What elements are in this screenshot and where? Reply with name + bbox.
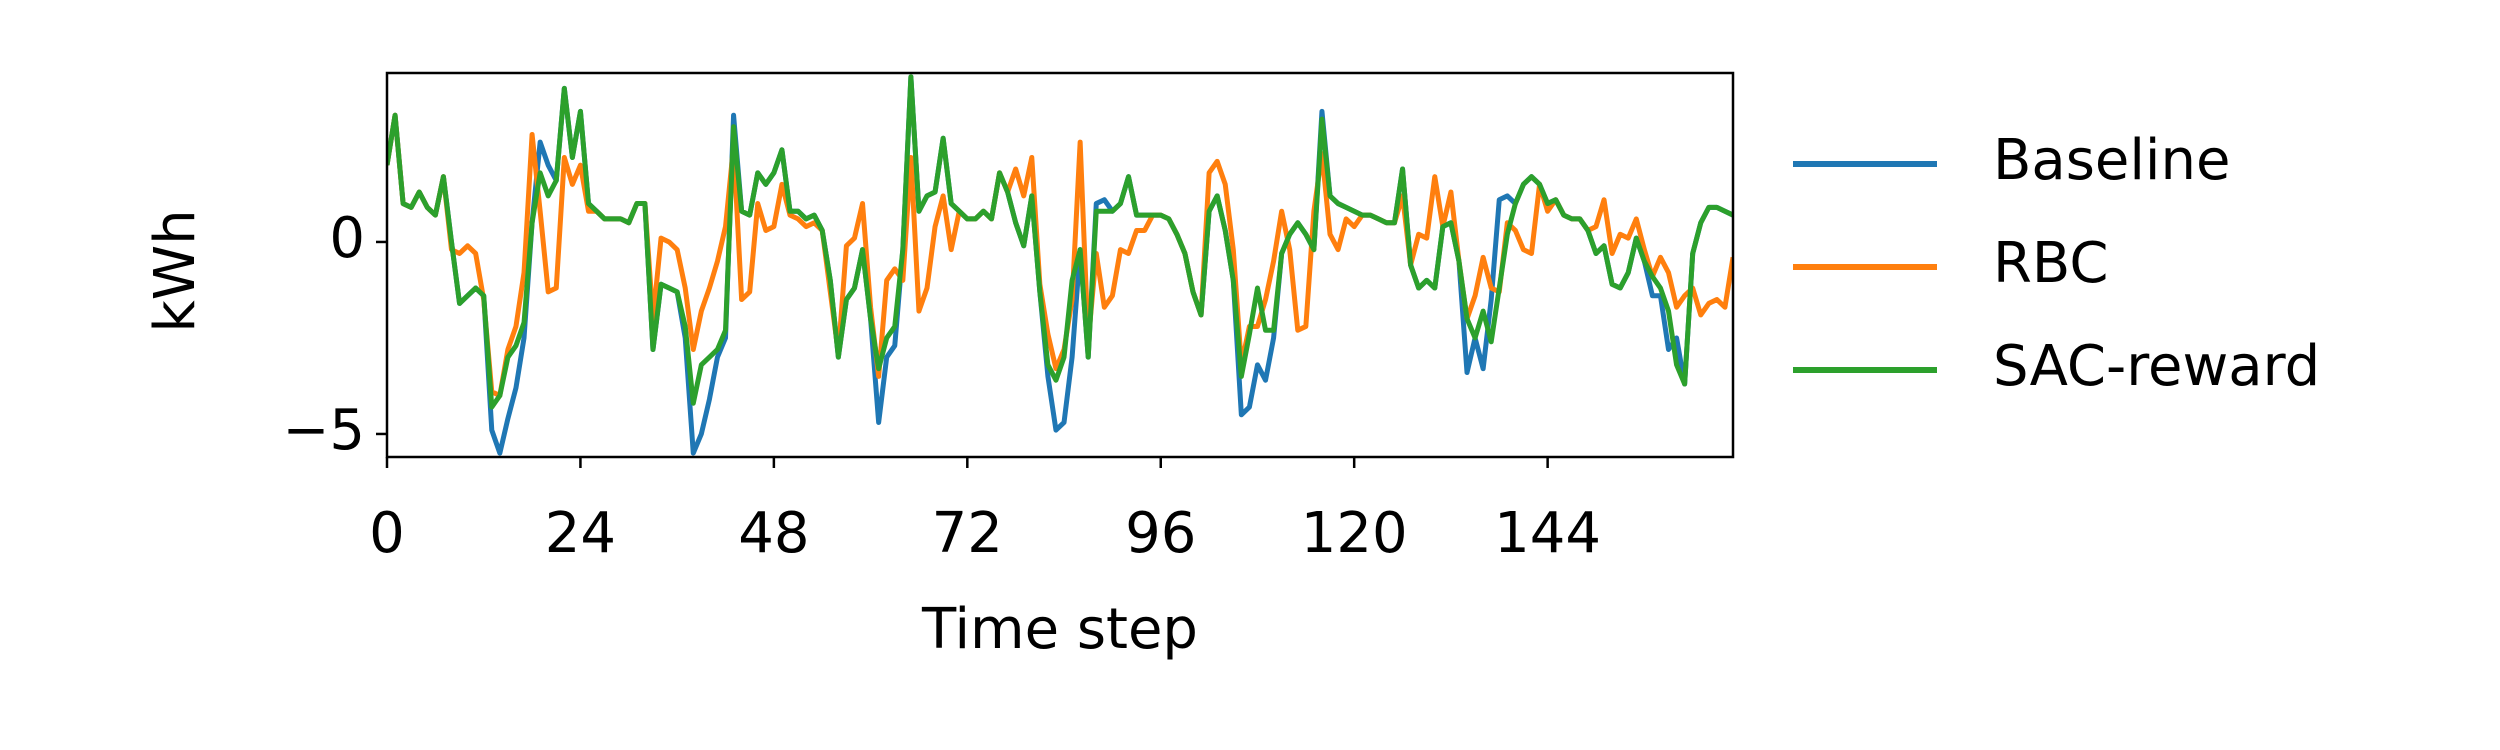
y-tick-label: −5: [282, 398, 365, 463]
series-line: [387, 74, 1733, 456]
series-line: [387, 112, 1733, 399]
legend-label: SAC-reward: [1993, 334, 2320, 399]
x-tick-label: 48: [738, 501, 809, 566]
x-tick-label: 120: [1301, 501, 1408, 566]
x-tick-label: 24: [545, 501, 616, 566]
x-tick-label: 96: [1125, 501, 1196, 566]
x-tick-label: 72: [932, 501, 1003, 566]
plot-frame: [385, 71, 1735, 459]
y-axis-label: kWh: [143, 209, 208, 332]
legend-label: Baseline: [1993, 128, 2230, 193]
x-tick-label: 144: [1494, 501, 1601, 566]
series-line: [387, 74, 1733, 410]
x-tick-label: 0: [369, 501, 405, 566]
legend-label: RBC: [1993, 231, 2108, 296]
x-axis-label: Time step: [921, 597, 1198, 662]
y-tick-label: 0: [329, 206, 365, 271]
